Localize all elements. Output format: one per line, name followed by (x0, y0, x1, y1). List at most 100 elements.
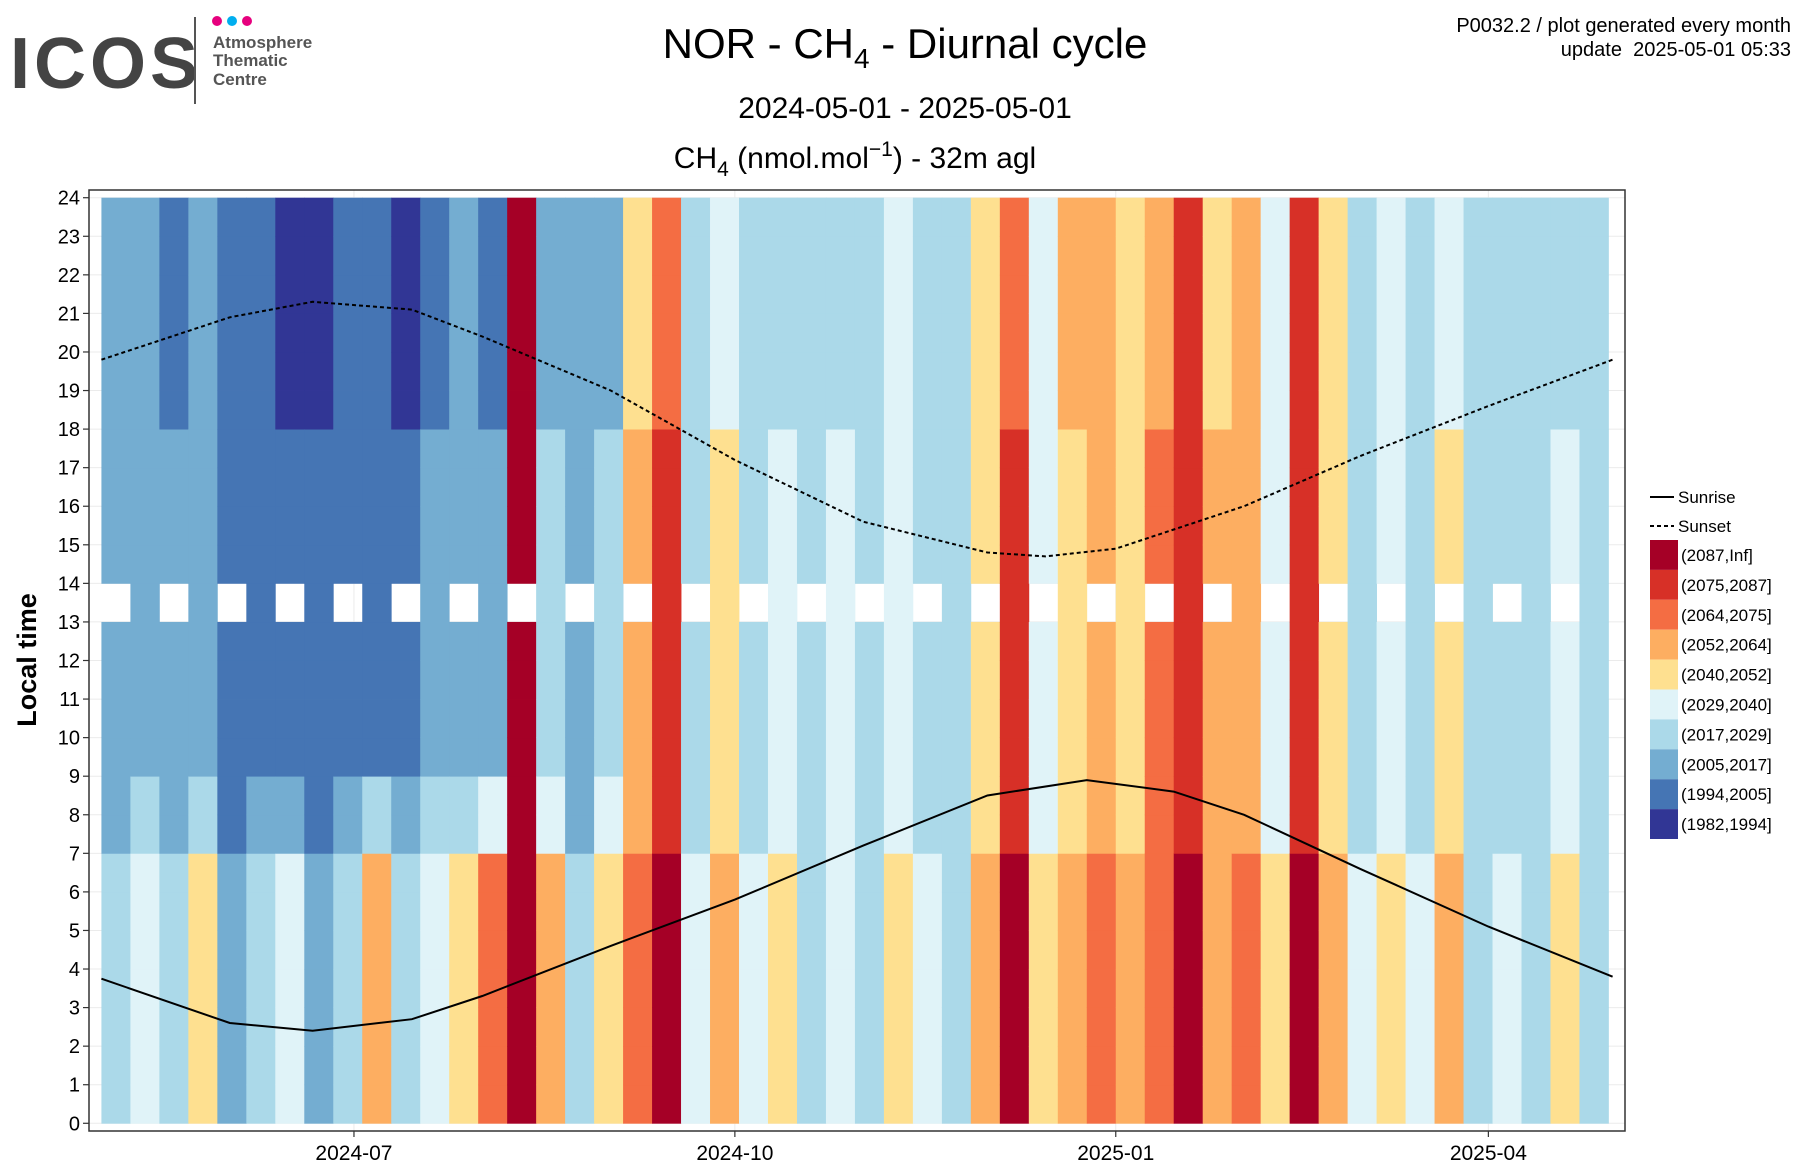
heat-cell (1405, 660, 1435, 700)
heat-cell (449, 814, 479, 854)
heat-cell (1405, 313, 1435, 353)
heat-cell (478, 583, 508, 623)
heat-cell (391, 891, 421, 931)
heat-cell (1173, 1007, 1204, 1047)
heat-cell (536, 891, 566, 931)
heat-cell (507, 814, 537, 854)
heat-cell (1289, 467, 1320, 507)
header-note: P0032.2 / plot generated every month (1456, 15, 1791, 37)
heat-cell (130, 506, 160, 546)
heat-cell (941, 1007, 972, 1047)
heat-cell (1260, 274, 1291, 314)
heat-cell (1347, 351, 1377, 391)
heat-cell (333, 660, 363, 700)
heat-cell (652, 197, 682, 237)
heat-cell (188, 544, 218, 584)
heat-cell (1579, 236, 1609, 276)
heat-cell (188, 930, 218, 970)
heat-cell (970, 544, 1001, 584)
heat-cell (449, 776, 479, 816)
heat-cell (1521, 390, 1551, 430)
heat-cell (159, 274, 189, 314)
heat-cell (681, 969, 711, 1008)
heat-cell (825, 544, 856, 584)
heat-cell (188, 467, 218, 507)
heat-cell (333, 969, 363, 1008)
heat-cell (767, 1007, 798, 1047)
heat-cell (594, 506, 624, 546)
heat-cell (304, 621, 334, 661)
heat-cell (1115, 969, 1146, 1008)
heat-cell (507, 1084, 537, 1124)
heat-cell (536, 776, 566, 816)
heat-cell (159, 891, 189, 931)
heat-cell (1579, 853, 1609, 893)
heat-cell (275, 814, 305, 854)
heat-cell (217, 1007, 247, 1047)
heat-cell (739, 351, 769, 391)
heat-cell (912, 274, 943, 314)
heat-cell (825, 1046, 856, 1086)
heat-cell (478, 737, 508, 777)
heat-cell (478, 544, 508, 584)
heat-cell (507, 930, 537, 970)
heat-cell (420, 853, 450, 893)
heat-cell (1173, 1084, 1204, 1124)
heat-cell (420, 274, 450, 314)
heat-cell (1028, 814, 1059, 854)
heat-cell (1376, 1084, 1406, 1124)
heat-cell (101, 776, 131, 816)
x-tick-label: 2025-04 (1450, 1142, 1527, 1165)
legend-swatch (1650, 779, 1678, 810)
plot-title-part: (nmol.mol (729, 142, 869, 175)
heat-cell (912, 891, 943, 931)
heat-cell (101, 467, 131, 507)
heat-cell (478, 621, 508, 661)
heat-cell (1144, 197, 1175, 237)
heat-cell (652, 1084, 682, 1124)
heat-cell (565, 621, 595, 661)
heat-cell (825, 313, 856, 353)
heat-cell (652, 660, 682, 700)
heat-cell (825, 930, 856, 970)
heat-cell (188, 274, 218, 314)
heat-cell (420, 236, 450, 276)
heat-cell (1347, 1046, 1377, 1086)
heat-cell (565, 969, 595, 1008)
heat-cell (594, 660, 624, 700)
heat-cell (796, 969, 827, 1008)
heat-cell (739, 853, 769, 893)
heat-cell (594, 621, 624, 661)
heat-cell (536, 351, 566, 391)
heat-cell (623, 853, 653, 893)
heat-cell (1405, 506, 1435, 546)
heat-cell (1376, 891, 1406, 931)
heat-cell (1057, 1084, 1088, 1124)
heat-cell (970, 660, 1001, 700)
heat-cell (912, 969, 943, 1008)
heat-cell (739, 930, 769, 970)
heat-cell (1144, 621, 1175, 661)
heat-cell (130, 737, 160, 777)
heat-cell (159, 737, 189, 777)
heat-cell (507, 544, 537, 584)
heat-cell (420, 1007, 450, 1047)
heat-cell (710, 351, 740, 391)
heat-cell (912, 197, 943, 237)
heat-cell (1289, 274, 1320, 314)
heat-cell (710, 621, 740, 661)
heat-cell (970, 236, 1001, 276)
heat-cell (999, 853, 1030, 893)
heat-cell (767, 351, 798, 391)
logo-name: ICOS (10, 24, 202, 104)
heat-cell (130, 274, 160, 314)
heat-cell (1463, 814, 1493, 854)
heat-cell (1463, 429, 1493, 469)
heat-cell (1173, 930, 1204, 970)
legend-label: (2064,2075] (1681, 606, 1772, 625)
heat-cell (130, 583, 160, 623)
heat-cell (796, 236, 827, 276)
y-tick-label: 15 (58, 535, 80, 557)
heat-cell (304, 544, 334, 584)
heat-cell (101, 274, 131, 314)
